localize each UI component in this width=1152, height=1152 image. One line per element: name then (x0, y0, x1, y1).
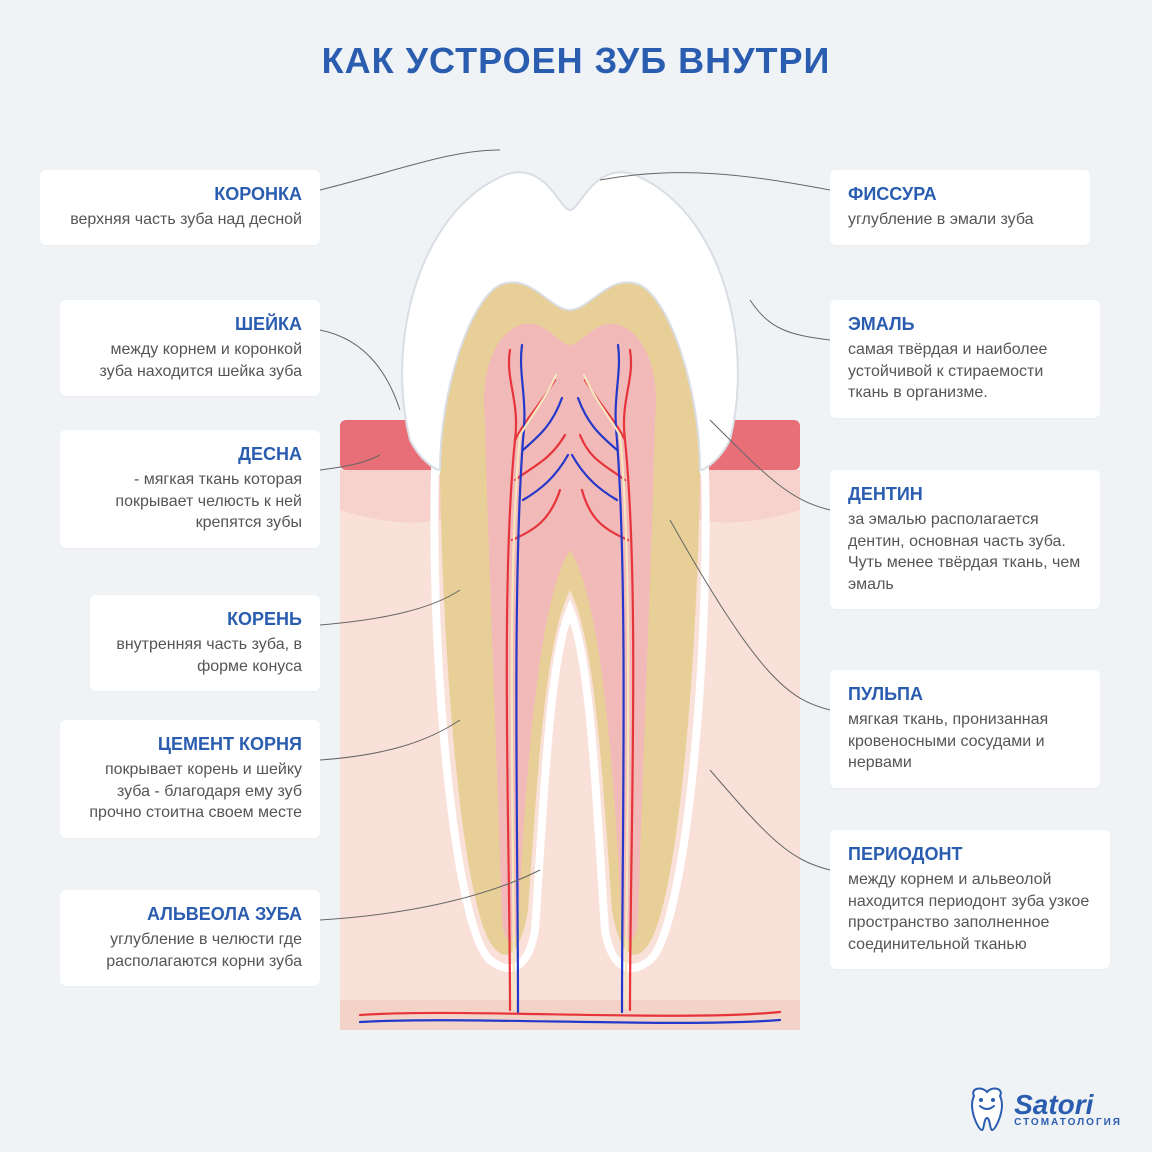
tooth-mascot-icon (966, 1086, 1008, 1134)
leader-enamel (750, 300, 830, 340)
logo-subtitle: СТОМАТОЛОГИЯ (1014, 1117, 1122, 1128)
leader-neck (320, 330, 400, 410)
leader-dentin (710, 420, 830, 510)
logo-name: Satori (1014, 1092, 1093, 1117)
leader-alveola (320, 870, 540, 920)
leader-gum (320, 455, 380, 470)
leader-fissure (600, 173, 830, 190)
leader-pulp (670, 520, 830, 710)
leader-cement (320, 720, 460, 760)
leader-crown (320, 150, 500, 190)
leader-root (320, 590, 460, 625)
brand-logo: Satori СТОМАТОЛОГИЯ (966, 1086, 1122, 1134)
leader-periodont (710, 770, 830, 870)
leader-lines (0, 0, 1152, 1152)
